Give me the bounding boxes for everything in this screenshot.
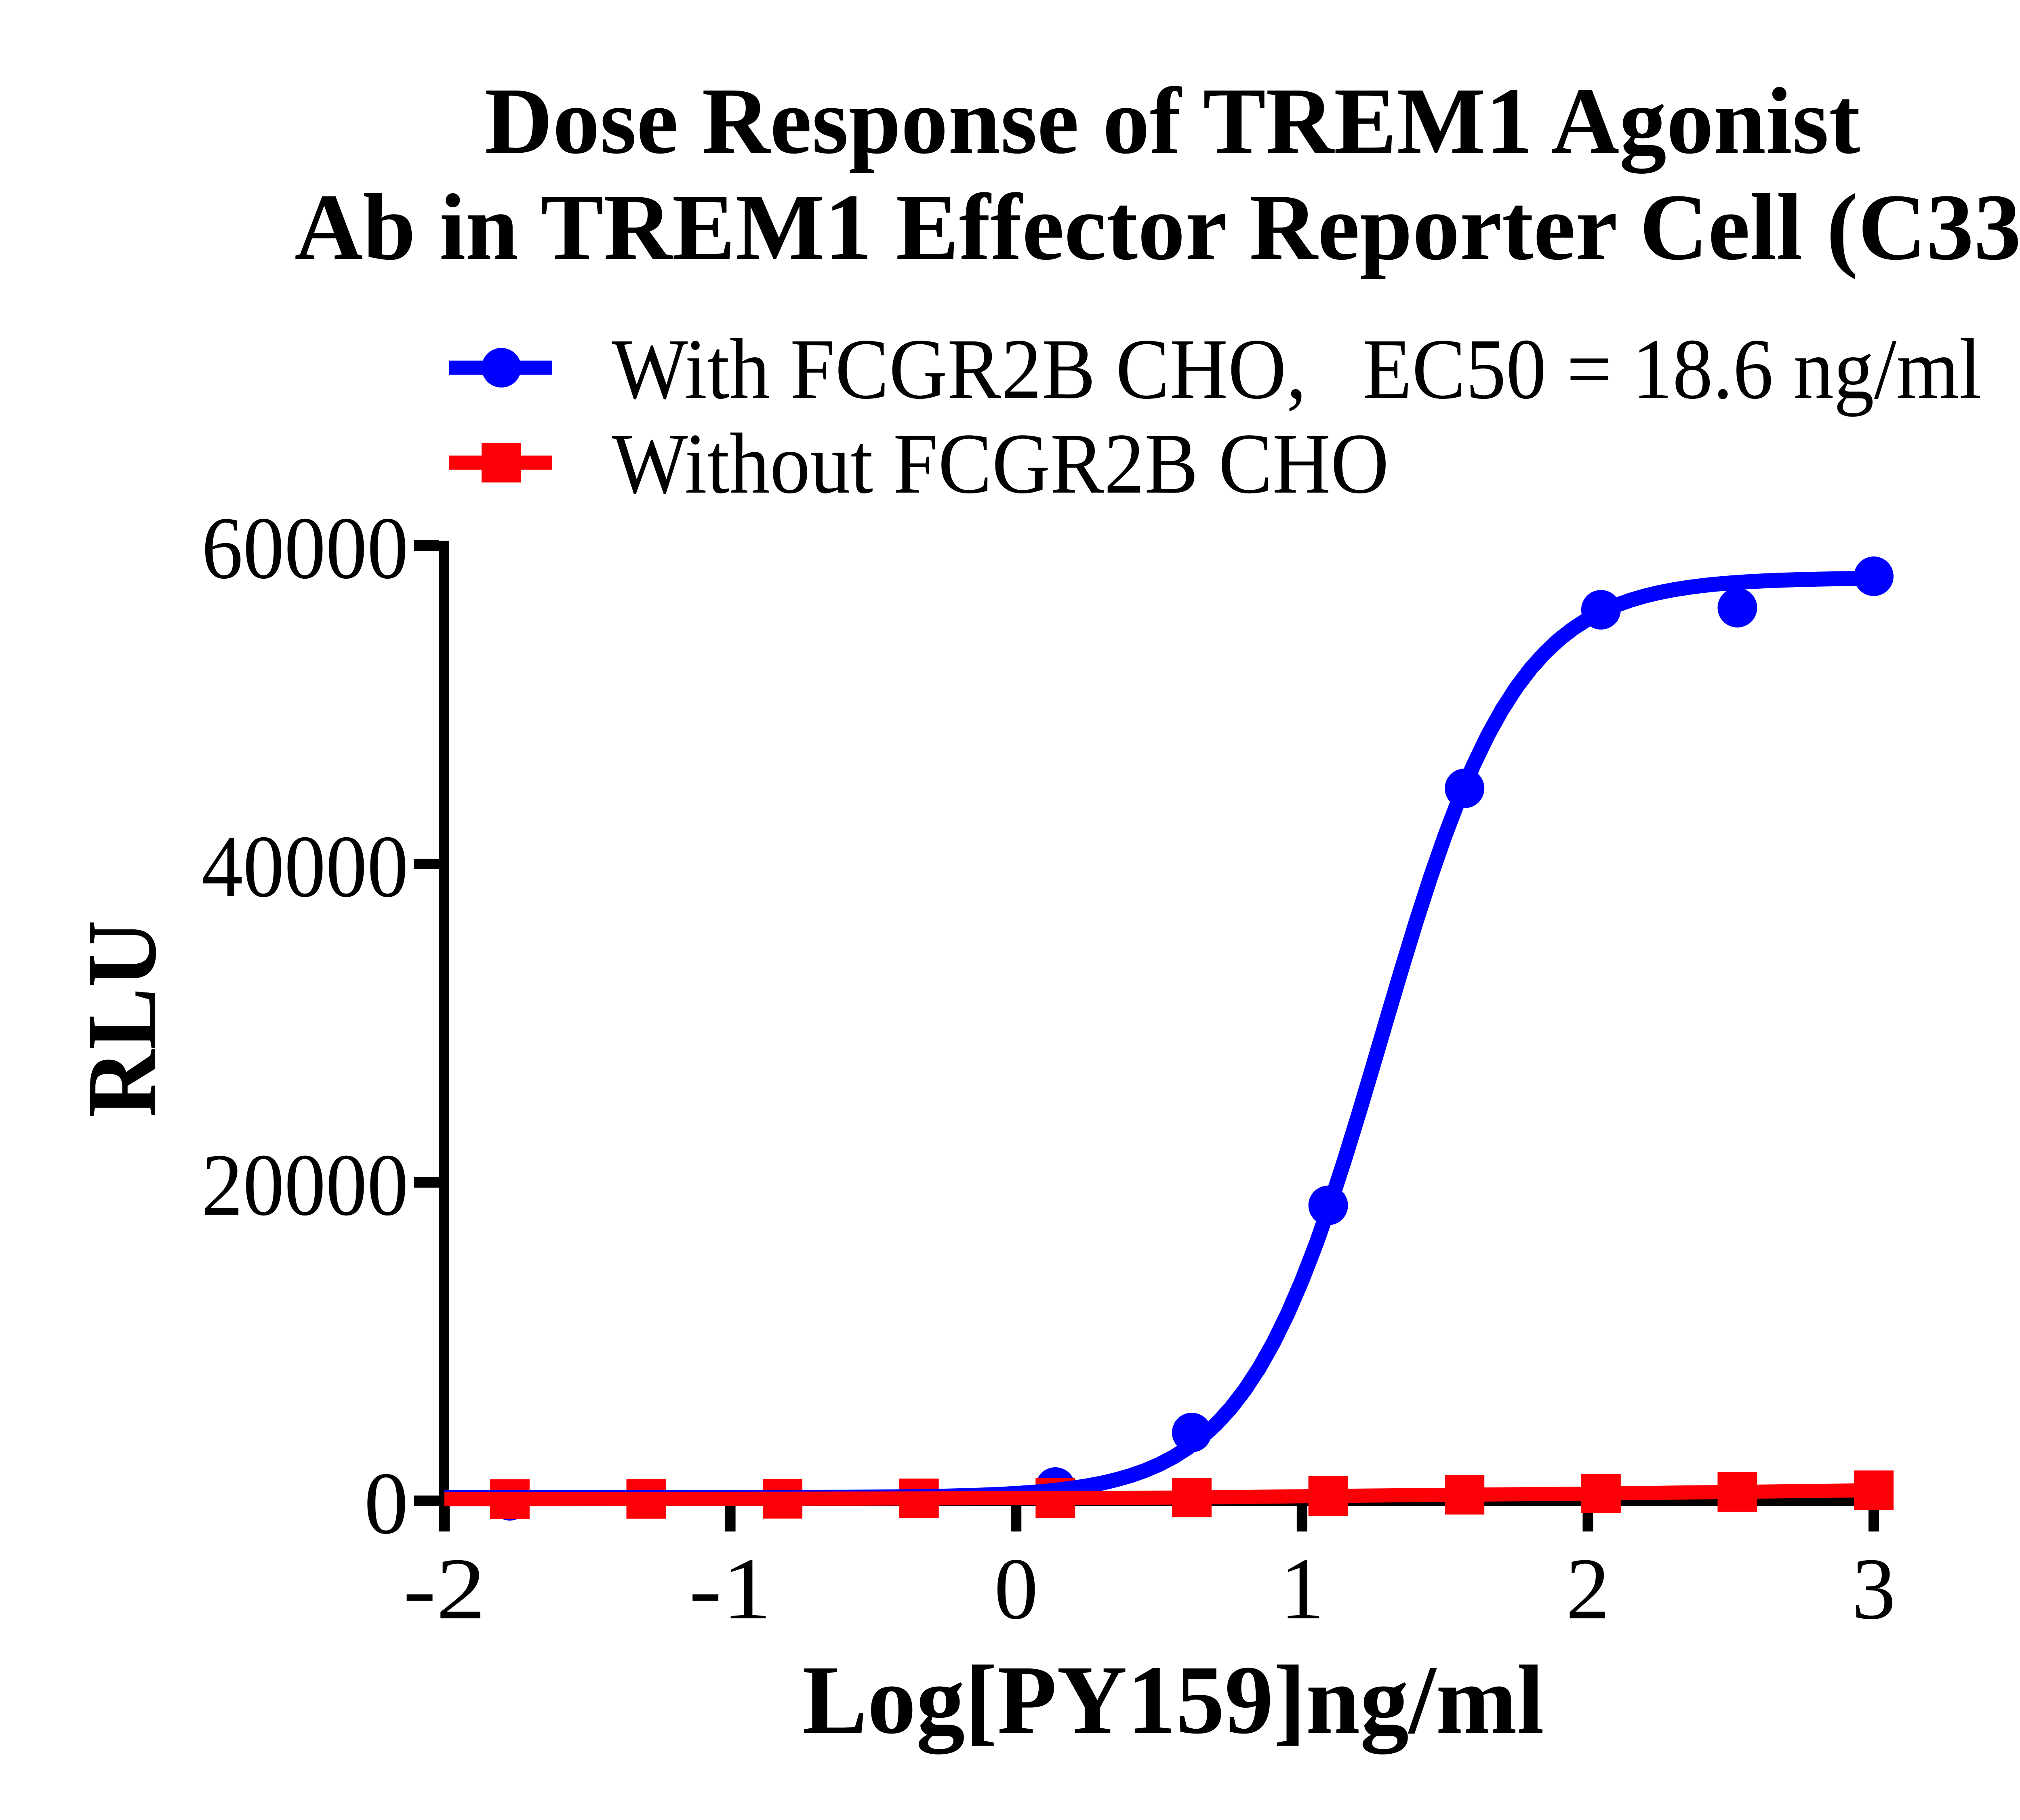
svg-text:-2: -2 (403, 1540, 486, 1638)
svg-text:20000: 20000 (202, 1135, 408, 1234)
svg-text:-1: -1 (689, 1540, 772, 1638)
svg-text:0: 0 (994, 1540, 1038, 1638)
svg-text:RLU: RLU (67, 920, 177, 1117)
svg-text:60000: 60000 (202, 499, 408, 597)
svg-text:With FCGR2B CHO,: With FCGR2B CHO, (612, 321, 1307, 417)
svg-text:0: 0 (364, 1454, 408, 1552)
svg-text:1: 1 (1280, 1540, 1324, 1638)
svg-text:40000: 40000 (202, 817, 408, 916)
svg-text:Without FCGR2B CHO: Without FCGR2B CHO (612, 416, 1389, 512)
svg-text:3: 3 (1852, 1540, 1896, 1638)
svg-text:2: 2 (1566, 1540, 1610, 1638)
svg-text:Ab in TREM1 Effector Reporter: Ab in TREM1 Effector Reporter Cell (C33) (295, 175, 2020, 280)
svg-text:Dose Response of TREM1 Agonist: Dose Response of TREM1 Agonist (485, 68, 1860, 174)
svg-text:Log[PY159]ng/ml: Log[PY159]ng/ml (802, 1645, 1544, 1755)
svg-text:EC50 = 18.6 ng/ml: EC50 = 18.6 ng/ml (1363, 321, 1982, 417)
